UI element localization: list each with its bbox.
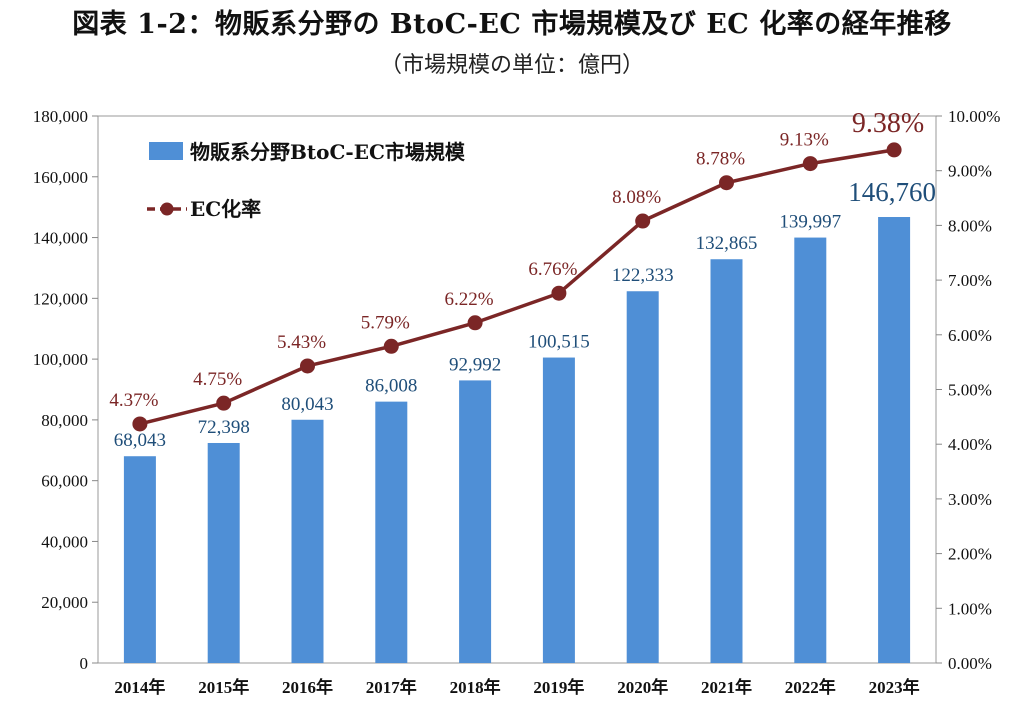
bar [375,401,408,663]
y-left-tick-label: 60,000 [41,472,88,491]
bar [123,456,156,663]
rate-point [719,175,734,191]
bar [542,357,575,663]
rate-point [551,285,567,301]
rate-point [467,315,483,331]
rate-data-label: 9.38% [852,108,924,139]
x-tick-label: 2014年 [114,677,165,697]
bar [459,380,492,663]
bar [878,217,911,663]
rate-point [635,213,651,229]
rate-data-label: 9.13% [780,130,829,151]
x-tick-label: 2016年 [282,677,333,697]
rate-data-label: 5.43% [277,332,326,353]
legend-bar-label: 物販系分野BtoC-EC市場規模 [190,140,466,164]
y-left-tick-label: 0 [80,654,89,673]
legend-line-marker [160,202,174,216]
x-tick-label: 2022年 [785,677,836,697]
bar-data-label: 68,043 [114,430,166,451]
y-right-tick-label: 5.00% [948,381,992,400]
rate-data-label: 6.76% [528,259,577,280]
rate-point [802,156,818,172]
y-right-tick-label: 0.00% [948,654,992,673]
y-left-tick-label: 180,000 [33,107,88,126]
bar [207,442,240,663]
bar [291,419,324,663]
rate-data-label: 4.37% [109,390,158,411]
rate-line [139,148,895,426]
rate-point [216,395,232,411]
x-tick-label: 2018年 [450,677,501,697]
y-right-tick-label: 1.00% [948,599,992,618]
y-left-tick-label: 20,000 [41,593,88,612]
bar-data-label: 86,008 [365,376,417,397]
bar-data-label: 92,992 [449,354,501,375]
bar-data-label: 132,865 [696,233,758,254]
y-left-tick-label: 100,000 [33,350,88,369]
bar-data-label: 72,398 [198,417,250,438]
legend-bar-swatch [149,142,183,160]
x-tick-label: 2015年 [198,677,249,697]
bar-data-label: 80,043 [281,394,333,415]
x-tick-label: 2017年 [366,677,417,697]
bar [794,237,827,663]
rate-data-label: 8.08% [612,187,661,208]
y-left-tick-label: 40,000 [41,532,88,551]
rate-data-label: 8.78% [696,149,745,170]
y-left-tick-label: 120,000 [33,289,88,308]
rate-data-label: 6.22% [445,289,494,310]
y-left-tick-label: 80,000 [41,411,88,430]
chart-subtitle: （市場規模の単位：億円） [379,53,644,78]
chart-title: 図表 1-2：物販系分野の BtoC-EC 市場規模及び EC 化率の経年推移 [72,9,952,40]
y-right-tick-label: 9.00% [948,162,992,181]
y-right-tick-label: 3.00% [948,490,992,509]
rate-data-label: 4.75% [193,369,242,390]
x-tick-label: 2019年 [533,677,584,697]
bar [626,291,659,663]
bar [710,259,743,663]
y-right-tick-label: 2.00% [948,545,992,564]
y-right-tick-label: 4.00% [948,435,992,454]
y-right-tick-label: 8.00% [948,216,992,235]
y-left-tick-label: 140,000 [33,229,88,248]
bar-data-label: 139,997 [779,212,841,233]
rate-point [132,416,148,432]
x-tick-label: 2020年 [617,677,668,697]
y-right-tick-label: 10.00% [948,107,1000,126]
bar-data-label: 100,515 [528,332,590,353]
rate-point [886,142,902,158]
x-tick-label: 2023年 [869,677,920,697]
rate-point [300,358,315,374]
rate-data-label: 5.79% [361,312,410,333]
x-tick-label: 2021年 [701,677,752,697]
bar-data-label: 122,333 [612,265,674,286]
y-right-tick-label: 7.00% [948,271,992,290]
rate-point [383,338,399,354]
legend-line-label: EC化率 [190,197,261,221]
y-right-tick-label: 6.00% [948,326,992,345]
bar-data-label: 146,760 [848,177,936,207]
y-left-tick-label: 160,000 [33,168,88,187]
